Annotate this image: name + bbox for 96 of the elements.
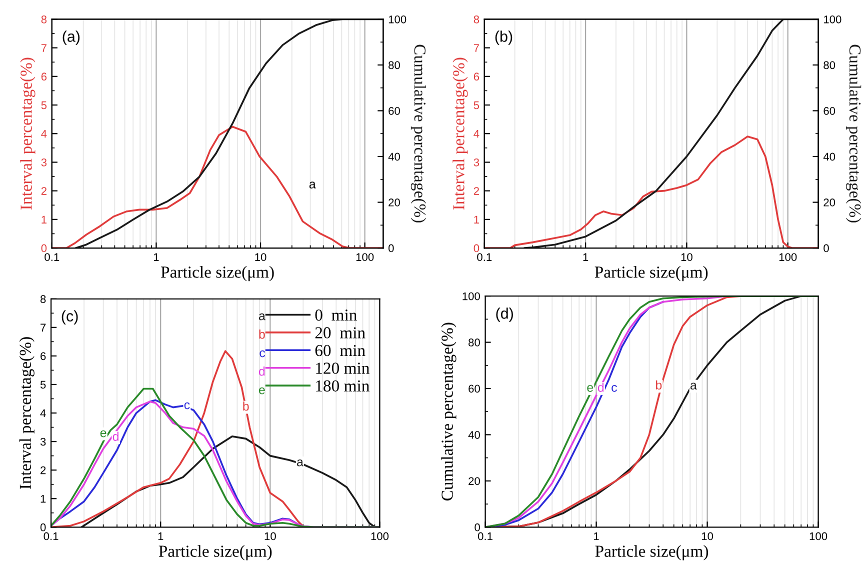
y2-tick-label: 0 [824, 244, 829, 252]
annotation: d [112, 432, 118, 441]
y2-tick-label: 60 [824, 107, 836, 115]
y-axis-title: Cumulative percentage(%) [441, 322, 456, 500]
x-tick-label: 1 [583, 253, 588, 261]
x-tick-label: 100 [779, 253, 797, 262]
x-axis-title: Particle size(μm) [161, 266, 274, 282]
text: (a) [62, 30, 80, 45]
y-axis-title: Interval percentage(%) [452, 58, 468, 210]
y-tick-label: 0 [474, 523, 480, 532]
y-tick-label: 3 [40, 438, 46, 446]
y2-tick-label: 80 [388, 61, 400, 70]
annotation: d [598, 382, 604, 392]
annotation: e [587, 385, 594, 392]
y-tick-label: 40 [468, 430, 480, 439]
x-axis-title: Particle size(μm) [595, 545, 708, 560]
text: d [258, 366, 265, 376]
y-tick-label: 8 [40, 295, 46, 304]
y2-tick-label: 0 [388, 244, 394, 252]
text: (d) [496, 308, 513, 322]
legend-label: 120 min [316, 362, 370, 374]
text: b [259, 330, 265, 339]
text: (b) [495, 30, 512, 45]
x-tick-label: 10 [255, 253, 266, 262]
y-tick-label: 80 [468, 338, 480, 346]
y-tick-label: 5 [41, 101, 47, 110]
y2-axis-title: Cumulative percentage(%) [846, 44, 862, 222]
y-axis-title: Interval percentage(%) [20, 58, 36, 210]
legend-label: 60 min [315, 344, 366, 356]
y-tick-label: 100 [462, 292, 480, 300]
x-tick-label: 0.1 [478, 532, 492, 540]
y-tick-label: 6 [474, 72, 480, 81]
y2-tick-label: 20 [388, 198, 400, 206]
y-tick-label: 8 [41, 15, 47, 24]
y-tick-label: 7 [40, 324, 46, 332]
y-tick-label: 60 [468, 384, 480, 393]
x-tick-label: 1 [154, 253, 159, 261]
y-tick-label: 0 [41, 244, 47, 252]
x-tick-label: 10 [264, 532, 276, 540]
y-tick-label: 6 [40, 352, 46, 360]
y-tick-label: 6 [41, 72, 47, 81]
x-tick-label: 10 [702, 532, 714, 540]
annotation: b [656, 380, 662, 390]
y-tick-label: 4 [474, 130, 480, 138]
y-axis-title: Interval percentage(%) [19, 337, 34, 489]
y-tick-label: 2 [474, 187, 479, 195]
y-tick-label: 0 [40, 523, 46, 532]
y2-tick-label: 20 [824, 198, 836, 206]
x-tick-label: 1 [158, 532, 164, 540]
annotation: c [612, 385, 617, 392]
y-tick-label: 5 [40, 380, 46, 389]
x-axis-title: Particle size(μm) [158, 545, 272, 560]
annotation: a [690, 382, 697, 390]
y2-tick-label: 60 [388, 107, 400, 115]
annotation: a [297, 459, 304, 466]
y-tick-label: 1 [40, 494, 46, 503]
y2-tick-label: 100 [388, 15, 406, 24]
y2-tick-label: 100 [824, 15, 842, 24]
x-tick-label: 10 [681, 253, 692, 262]
y-tick-label: 3 [474, 158, 480, 166]
y-tick-label: 7 [474, 44, 479, 52]
x-tick-label: 1 [594, 532, 599, 540]
y-tick-label: 5 [474, 101, 480, 110]
x-axis-title: Particle size(μm) [594, 266, 708, 282]
x-tick-label: 0.1 [477, 253, 492, 262]
y-tick-label: 2 [41, 187, 46, 195]
y-tick-label: 0 [474, 244, 480, 252]
text: (c) [62, 310, 78, 325]
x-tick-label: 100 [810, 532, 828, 540]
text: c [260, 350, 266, 358]
y-tick-label: 4 [41, 130, 47, 138]
annotation: e [100, 430, 106, 438]
annotation: b [243, 401, 249, 411]
x-tick-label: 100 [371, 532, 389, 540]
text: a [258, 313, 266, 320]
text: e [258, 387, 265, 394]
y-tick-label: 3 [41, 158, 47, 166]
legend-label: 180 min [316, 380, 370, 392]
legend-label: 0 min [315, 309, 357, 321]
x-tick-label: 0.1 [44, 532, 58, 540]
y-tick-label: 1 [42, 216, 46, 224]
y2-tick-label: 40 [388, 152, 400, 161]
y2-tick-label: 40 [823, 152, 836, 161]
x-tick-label: 100 [356, 253, 374, 262]
legend-label: 20 min [315, 327, 366, 338]
y-tick-label: 8 [474, 15, 480, 24]
y2-tick-label: 80 [824, 61, 836, 70]
y-tick-label: 1 [474, 216, 479, 224]
y-tick-label: 20 [468, 477, 480, 486]
y-tick-label: 4 [40, 409, 46, 418]
y-tick-label: 2 [40, 466, 46, 474]
annotation: a [309, 182, 316, 188]
x-tick-label: 0.1 [44, 253, 60, 262]
annotation: c [184, 402, 190, 410]
y-tick-label: 7 [41, 44, 46, 52]
y2-axis-title: Cumulative percentage(%) [410, 44, 426, 222]
